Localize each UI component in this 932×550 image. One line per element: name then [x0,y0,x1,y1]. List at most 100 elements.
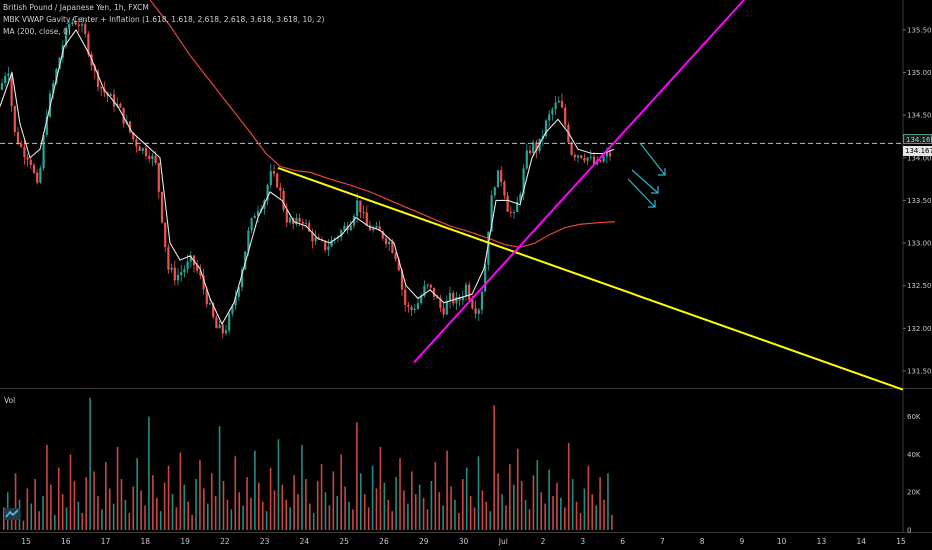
volume-bar [207,503,209,530]
ma-legend[interactable]: MA (200, close, 0) [3,27,71,36]
volume-bar [332,471,335,530]
candle-body [183,269,186,273]
volume-bar [289,507,291,530]
candle-body [250,218,253,231]
candle-body [295,217,298,225]
candle-body [154,155,157,163]
candle-body [372,228,375,231]
candle-body [522,168,525,195]
volume-bar [611,514,613,530]
volume-bar [128,513,131,530]
volume-bar [411,471,413,530]
candle-body [151,155,154,159]
candle-body [272,171,276,174]
candle-body [269,171,272,186]
candle-body [487,231,490,265]
candle-body [298,217,301,222]
candle-body [228,313,231,331]
candle-body [599,160,602,162]
volume-bar [505,505,507,530]
candle-body [570,142,573,155]
magenta-ascending-trendline [413,0,745,364]
candle-body [420,295,423,304]
candle-body [100,86,103,89]
candle-body [285,209,288,223]
volume-bar [348,501,350,530]
volume-bar [26,488,29,530]
volume-bar [458,513,460,530]
volume-bar [222,480,225,530]
volume-bar [528,509,531,530]
yellow-descending-trendline [277,167,904,391]
down-arrows[interactable] [627,142,666,208]
down-arrow-shaft [639,142,666,176]
volume-bar [159,511,162,530]
volume-bar [234,456,237,530]
volume-bar [587,465,590,530]
candle-body [490,195,493,232]
candle-body [135,139,138,147]
candle-body [301,221,304,224]
candle-body [560,100,564,108]
time-axis: 15 16 17 18 19 22 23 24 25 26 29 30 Jul 2 3 6 7 8 9 10 13 14 1… [21,537,906,546]
candle-body [208,303,212,305]
candle-body [13,105,16,133]
candle-body [404,289,407,305]
volume-bar [403,490,405,530]
volume-bar [285,499,288,530]
candle-body [381,231,384,239]
volume-bar [14,473,17,530]
candle-body [455,297,458,304]
volume-bar [560,497,562,530]
candle-body [240,269,244,288]
volume-bar [426,509,429,530]
volume-bar [34,479,36,530]
candle-body [186,261,189,270]
candle-body [458,297,461,301]
candle-body [365,212,368,226]
time-tick-label: 9 [740,537,745,546]
volume-bar [61,494,64,530]
volume-bar [297,494,299,530]
volume-bar [579,513,582,530]
volume-bar [414,494,417,530]
current-price-tag: 134.167 [903,146,932,156]
candle-body [605,152,608,157]
candle-body [36,172,39,183]
time-tick-label: 14 [856,537,866,546]
volume-bar [454,499,456,530]
volume-legend[interactable]: Vol [4,396,16,405]
indicator-legend[interactable]: MBK VWAP Gavity Center + Inflation (1.61… [3,15,325,24]
trendlines[interactable] [277,0,904,391]
volume-bar [583,488,586,530]
volume-bar [591,494,594,530]
candle-body [23,146,26,158]
candle-body [589,156,592,158]
time-tick-label: 2 [541,537,546,546]
candle-body [426,284,429,286]
volume-bar [38,511,40,530]
candle-body [436,296,439,299]
candle-body [266,185,269,201]
candle-body [525,150,528,169]
price-tick-label: 131.500 [907,367,932,375]
symbol-title[interactable]: British Pound / Japanese Yen, 1h, FXCM [3,3,149,12]
volume-bar [10,513,13,530]
volume-bar [540,492,543,530]
volume-bar [3,507,5,530]
tradingview-logo-icon[interactable] [4,508,20,520]
candle-body [288,218,292,223]
candle-body [7,73,10,76]
volume-bar [136,458,138,530]
candle-body [468,284,471,300]
candle-body [160,191,164,223]
volume-bar [214,496,217,530]
volume-bar [493,405,495,530]
candle-body [314,237,317,242]
candle-body [55,68,58,84]
volume-bar [367,507,370,530]
candle-body [394,253,397,260]
volume-bar [105,462,107,530]
price-tick-label: 133.500 [907,197,932,205]
